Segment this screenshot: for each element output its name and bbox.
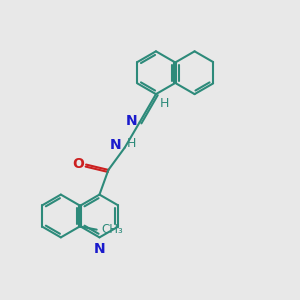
Text: N: N bbox=[110, 138, 122, 152]
Text: O: O bbox=[72, 157, 84, 171]
Text: N: N bbox=[94, 242, 105, 256]
Text: H: H bbox=[127, 137, 136, 150]
Text: CH₃: CH₃ bbox=[102, 223, 124, 236]
Text: N: N bbox=[126, 114, 138, 128]
Text: H: H bbox=[160, 97, 169, 110]
